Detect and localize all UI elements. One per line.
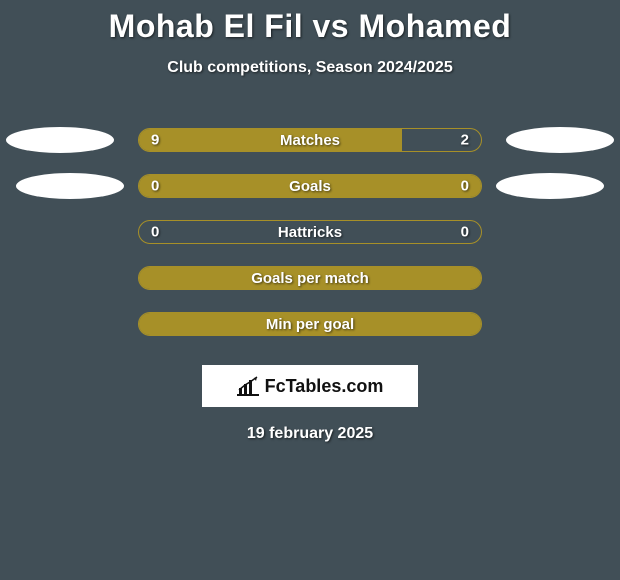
bar-fill-left [139,267,481,289]
stat-label: Hattricks [278,224,342,241]
stat-row: Min per goal [0,301,620,347]
comparison-chart: 92Matches00Goals00HattricksGoals per mat… [0,117,620,347]
page-subtitle: Club competitions, Season 2024/2025 [0,59,620,77]
stat-row: Goals per match [0,255,620,301]
bar-fill-left [139,313,481,335]
logo-text: FcTables.com [265,376,384,397]
stat-value-right: 0 [461,178,469,195]
stat-bar: Min per goal [138,312,482,336]
stat-row: 00Goals [0,163,620,209]
bar-fill-left [139,175,481,197]
stat-bar: 0 0 Hattricks [138,220,482,244]
stat-value-right: 2 [461,132,469,149]
chart-icon [237,376,259,396]
bar-fill-left [139,129,402,151]
stat-bar: Goals per match [138,266,482,290]
stat-value-left: 9 [151,132,159,149]
stat-value-left: 0 [151,224,159,241]
date-label: 19 february 2025 [0,425,620,443]
stat-bar: 92Matches [138,128,482,152]
stat-row: 92Matches [0,117,620,163]
stat-bar: 00Goals [138,174,482,198]
fctables-logo: FcTables.com [202,365,418,407]
page-title: Mohab El Fil vs Mohamed [0,0,620,45]
stat-value-right: 0 [461,224,469,241]
stat-row: 0 0 Hattricks [0,209,620,255]
stat-value-left: 0 [151,178,159,195]
